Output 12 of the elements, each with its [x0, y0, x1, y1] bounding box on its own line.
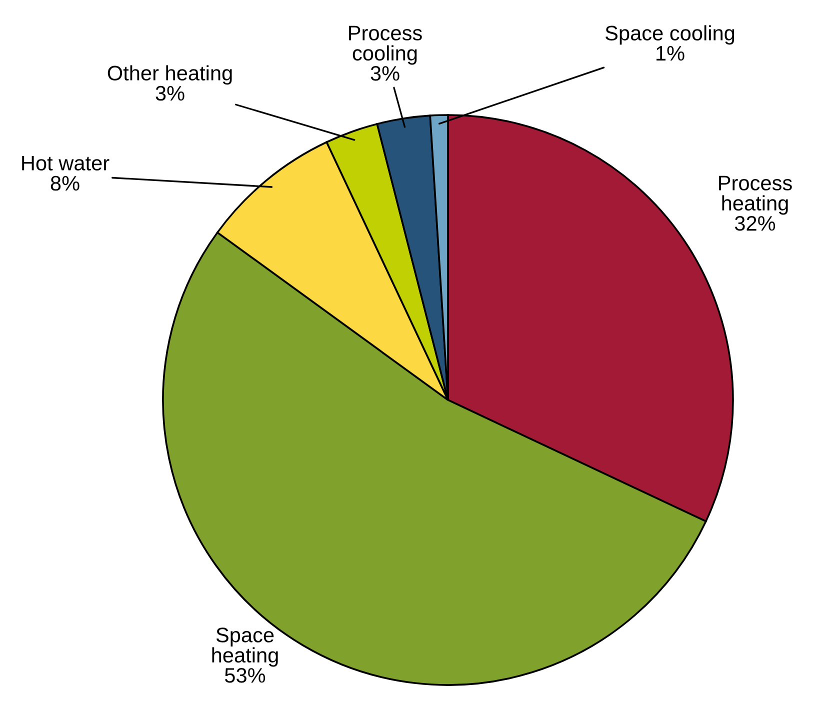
data-label: 32%	[734, 216, 776, 231]
data-label: 8%	[50, 176, 80, 191]
data-label: 3%	[156, 86, 184, 101]
slice-label: Other heating	[108, 65, 232, 85]
data-label: 3%	[370, 66, 400, 81]
slice-label: Process cooling	[349, 26, 422, 65]
data-label: 53%	[224, 668, 266, 683]
slice-label: Space heating	[212, 628, 278, 667]
slice-label: Hot water	[22, 156, 110, 171]
slice-label: Process heating	[719, 176, 792, 215]
data-label: 1%	[656, 46, 684, 61]
slice-label: Space cooling	[606, 25, 734, 45]
